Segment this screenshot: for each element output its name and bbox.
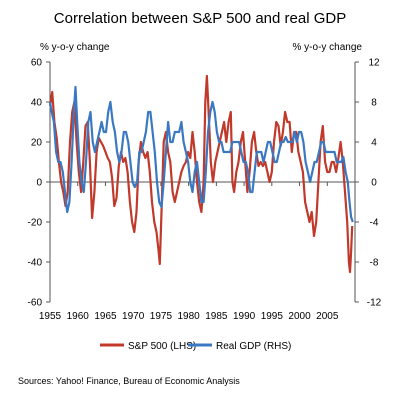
legend: S&P 500 (LHS) Real GDP (RHS)	[100, 341, 291, 352]
y-tick-label-right: 0	[371, 178, 377, 189]
x-tick-label: 1970	[122, 311, 145, 322]
y-tick-label-right: 12	[368, 58, 380, 69]
x-tick-label: 1975	[150, 311, 173, 322]
x-tick-label: 1955	[39, 311, 62, 322]
y-tick-label-left: -60	[28, 298, 43, 309]
x-tick-label: 1960	[67, 311, 90, 322]
y-axis-label-left: % y-o-y change	[40, 42, 110, 53]
x-tick-label: 1985	[205, 311, 228, 322]
y-tick-label-right: -8	[370, 258, 379, 269]
y-tick-label-right: -4	[370, 218, 379, 229]
series-line-sp500	[48, 74, 354, 274]
chart-title: Correlation between S&P 500 and real GDP	[53, 10, 347, 27]
x-tick-label: 2005	[316, 311, 339, 322]
source-note: Sources: Yahoo! Finance, Bureau of Econo…	[18, 376, 240, 386]
x-tick-label: 1965	[94, 311, 117, 322]
y-tick-label-left: -20	[28, 218, 43, 229]
x-tick-label: 2000	[288, 311, 311, 322]
legend-label-real-gdp: Real GDP (RHS)	[216, 341, 291, 352]
y-axis-label-right: % y-o-y change	[293, 42, 363, 53]
y-tick-label-left: 60	[31, 58, 43, 69]
y-tick-label-left: 20	[31, 138, 43, 149]
x-tick-label: 1995	[261, 311, 284, 322]
y-tick-label-right: 4	[371, 138, 377, 149]
series-layer	[48, 74, 354, 274]
x-tick-label: 1980	[178, 311, 201, 322]
y-tick-label-left: 40	[31, 98, 43, 109]
y-tick-label-left: 0	[36, 178, 42, 189]
y-tick-label-right: -12	[367, 298, 382, 309]
x-tick-label: 1990	[233, 311, 256, 322]
legend-label-sp500: S&P 500 (LHS)	[128, 341, 196, 352]
y-tick-label-left: -40	[28, 258, 43, 269]
series-line-real-gdp	[48, 85, 354, 223]
y-tick-label-right: 8	[371, 98, 377, 109]
